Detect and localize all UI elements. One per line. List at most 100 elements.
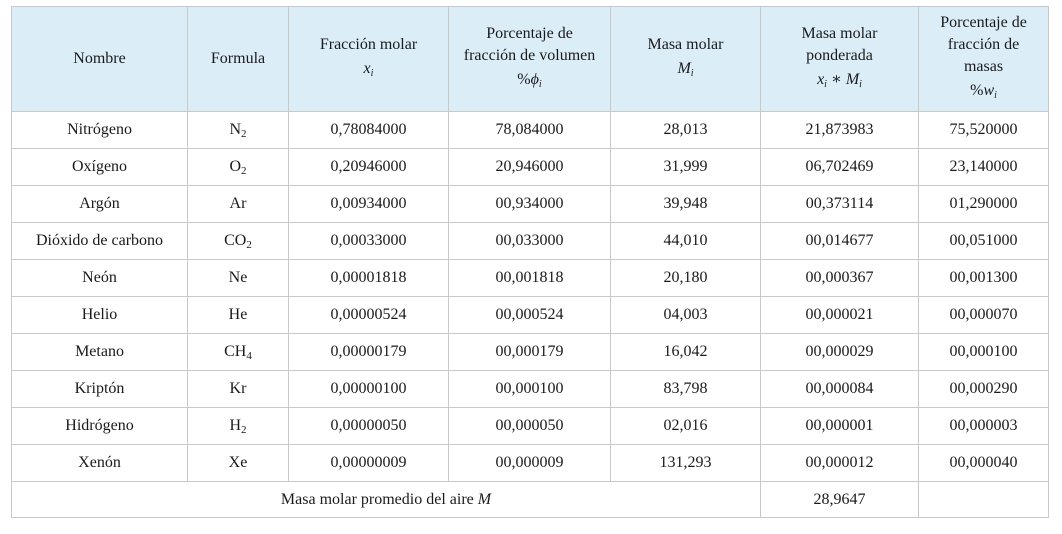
header-formula: Formula	[187, 6, 289, 112]
chemical-formula: H2	[229, 416, 246, 436]
table-row: Nitrógeno N2 0,78084000 78,084000 28,013 21,8…	[11, 111, 1049, 149]
cell-mass-fraction-text: 00,051000	[949, 232, 1018, 249]
footer-value-text: 28,9647	[813, 490, 866, 508]
symbol-sub-i: i	[859, 78, 862, 90]
cell-molar-fraction-text: 0,20946000	[330, 158, 407, 175]
cell-molar-fraction: 0,00000050	[288, 407, 449, 445]
cell-weighted-molar-mass: 00,000012	[760, 444, 919, 482]
footer-label-text: Masa molar promedio del aire	[280, 490, 478, 508]
cell-molar-mass-text: 20,180	[663, 269, 708, 286]
cell-weighted-molar-mass-text: 00,000084	[805, 380, 874, 397]
cell-molar-mass: 39,948	[610, 185, 761, 223]
cell-molar-mass: 28,013	[610, 111, 761, 149]
table-body: Nitrógeno N2 0,78084000 78,084000 28,013 21,8…	[11, 111, 1049, 482]
header-molar-fraction: Fracción molar xi	[288, 6, 449, 112]
cell-name: Hidrógeno	[11, 407, 188, 445]
air-composition-table: Nombre Formula Fracción molar xi Porcent…	[11, 6, 1049, 518]
cell-volume-fraction-text: 00,000179	[495, 343, 564, 360]
header-weighted-line1: Masa molar	[801, 24, 878, 42]
cell-molar-fraction-text: 0,00000524	[330, 306, 407, 323]
cell-name: Metano	[11, 333, 188, 371]
table-row: Oxígeno O2 0,20946000 20,946000 31,999 06,702…	[11, 148, 1049, 186]
chemical-formula: Ne	[229, 269, 248, 286]
cell-volume-fraction: 00,000050	[448, 407, 611, 445]
cell-mass-fraction: 00,000100	[918, 333, 1049, 371]
header-mass-fraction-line3: masas	[963, 57, 1004, 75]
cell-volume-fraction-text: 00,000009	[495, 454, 564, 471]
cell-mass-fraction-text: 00,000100	[949, 343, 1018, 360]
cell-volume-fraction: 20,946000	[448, 148, 611, 186]
cell-molar-fraction: 0,00000524	[288, 296, 449, 334]
cell-molar-fraction-text: 0,00000009	[330, 454, 407, 471]
cell-weighted-molar-mass: 00,000084	[760, 370, 919, 408]
symbol-sub-i: i	[824, 78, 827, 90]
cell-volume-fraction-text: 00,000524	[495, 306, 564, 323]
cell-mass-fraction: 01,290000	[918, 185, 1049, 223]
symbol-sub-i: i	[994, 89, 997, 101]
cell-formula: O2	[187, 148, 289, 186]
cell-mass-fraction-text: 00,000290	[949, 380, 1018, 397]
cell-formula: CH4	[187, 333, 289, 371]
cell-mass-fraction-text: 23,140000	[949, 158, 1018, 175]
cell-formula: Ne	[187, 259, 289, 297]
formula-base: Ar	[229, 194, 247, 212]
cell-formula: CO2	[187, 222, 289, 260]
symbol-m: M	[845, 70, 860, 88]
cell-weighted-molar-mass-text: 06,702469	[805, 158, 874, 175]
cell-name: Dióxido de carbono	[11, 222, 188, 260]
cell-volume-fraction-text: 78,084000	[495, 121, 564, 138]
cell-weighted-molar-mass-text: 00,000012	[805, 454, 874, 471]
chemical-formula: He	[229, 306, 248, 323]
cell-molar-fraction-text: 0,00934000	[330, 195, 407, 212]
cell-volume-fraction: 00,001818	[448, 259, 611, 297]
cell-volume-fraction: 00,000179	[448, 333, 611, 371]
table-row: Helio He 0,00000524 00,000524 04,003 00,00002…	[11, 296, 1049, 334]
header-row: Nombre Formula Fracción molar xi Porcent…	[11, 6, 1049, 112]
cell-weighted-molar-mass: 00,014677	[760, 222, 919, 260]
table-row: Neón Ne 0,00001818 00,001818 20,180 00,000367…	[11, 259, 1049, 297]
cell-volume-fraction: 00,934000	[448, 185, 611, 223]
cell-weighted-molar-mass: 00,000029	[760, 333, 919, 371]
cell-mass-fraction-text: 00,001300	[949, 269, 1018, 286]
cell-mass-fraction: 00,000290	[918, 370, 1049, 408]
cell-molar-fraction-text: 0,00001818	[330, 269, 407, 286]
cell-formula: Ar	[187, 185, 289, 223]
cell-weighted-molar-mass: 00,000001	[760, 407, 919, 445]
cell-volume-fraction: 00,000009	[448, 444, 611, 482]
cell-name: Helio	[11, 296, 188, 334]
header-volume-fraction-line2: fracción de volumen	[463, 46, 596, 64]
cell-molar-fraction: 0,00033000	[288, 222, 449, 260]
cell-mass-fraction-text: 00,000003	[949, 417, 1018, 434]
table-row: Hidrógeno H2 0,00000050 00,000050 02,016 00,0…	[11, 407, 1049, 445]
cell-molar-fraction-text: 0,78084000	[330, 121, 407, 138]
symbol-sub-i: i	[538, 78, 542, 90]
percent-sign: %	[517, 70, 531, 88]
cell-mass-fraction-text: 75,520000	[949, 121, 1018, 138]
cell-weighted-molar-mass-text: 00,000367	[805, 269, 874, 286]
cell-name-text: Metano	[75, 343, 124, 360]
cell-name-text: Nitrógeno	[67, 121, 132, 138]
cell-mass-fraction: 00,000003	[918, 407, 1049, 445]
cell-weighted-molar-mass-text: 00,373114	[805, 195, 874, 212]
table-row: Metano CH4 0,00000179 00,000179 16,042 00,000…	[11, 333, 1049, 371]
chemical-formula: CH4	[224, 343, 252, 362]
chemical-formula: Xe	[229, 454, 248, 471]
cell-volume-fraction-text: 00,934000	[495, 195, 564, 212]
cell-formula: Kr	[187, 370, 289, 408]
cell-weighted-molar-mass-text: 00,000001	[805, 417, 874, 434]
cell-mass-fraction: 00,001300	[918, 259, 1049, 297]
table-row: Argón Ar 0,00934000 00,934000 39,948 00,37311…	[11, 185, 1049, 223]
cell-molar-mass: 16,042	[610, 333, 761, 371]
cell-molar-mass-text: 16,042	[663, 343, 708, 360]
chemical-formula: CO2	[224, 232, 252, 251]
symbol-w: w	[983, 81, 995, 99]
header-molar-mass-label: Masa molar	[647, 35, 724, 53]
formula-subscript: 4	[246, 349, 252, 362]
formula-base: Ne	[228, 268, 248, 286]
header-weighted-symbol: xi ∗ Mi	[764, 69, 915, 96]
table-row: Xenón Xe 0,00000009 00,000009 131,293 00,0000…	[11, 444, 1049, 482]
chemical-formula: Kr	[230, 380, 247, 397]
cell-molar-mass-text: 31,999	[663, 158, 708, 175]
cell-molar-fraction: 0,00000009	[288, 444, 449, 482]
formula-base: H	[229, 416, 242, 434]
